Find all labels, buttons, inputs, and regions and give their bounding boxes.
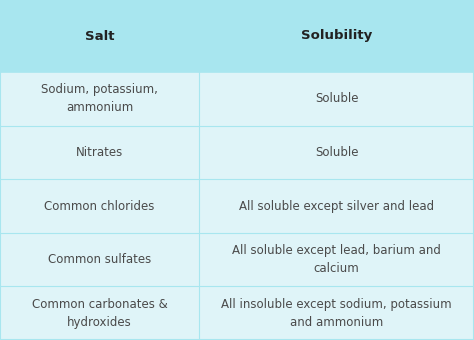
Text: Sodium, potassium,
ammonium: Sodium, potassium, ammonium bbox=[41, 83, 158, 114]
Text: All soluble except silver and lead: All soluble except silver and lead bbox=[239, 200, 434, 212]
Text: Soluble: Soluble bbox=[315, 92, 358, 105]
Text: Common carbonates &
hydroxides: Common carbonates & hydroxides bbox=[32, 298, 167, 329]
Text: Soluble: Soluble bbox=[315, 146, 358, 159]
Bar bbox=[0, 0, 474, 72]
Text: All soluble except lead, barium and
calcium: All soluble except lead, barium and calc… bbox=[232, 244, 441, 275]
Text: All insoluble except sodium, potassium
and ammonium: All insoluble except sodium, potassium a… bbox=[221, 298, 452, 329]
Text: Solubility: Solubility bbox=[301, 30, 372, 42]
Text: Nitrates: Nitrates bbox=[76, 146, 123, 159]
Text: Common chlorides: Common chlorides bbox=[45, 200, 155, 212]
Text: Salt: Salt bbox=[85, 30, 114, 42]
Text: Common sulfates: Common sulfates bbox=[48, 253, 151, 266]
